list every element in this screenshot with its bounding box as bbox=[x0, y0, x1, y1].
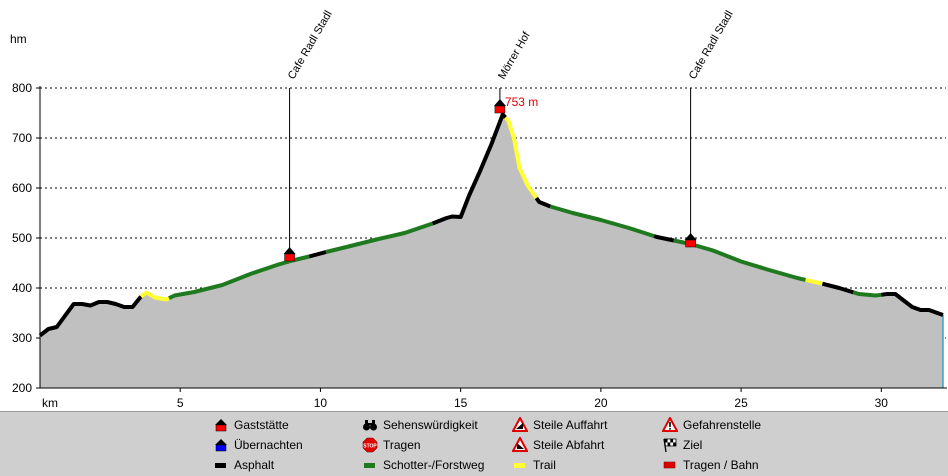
y-tick-label: 200 bbox=[12, 381, 32, 395]
steep-up-icon bbox=[512, 417, 528, 432]
peak-elevation-label: 753 m bbox=[505, 95, 538, 109]
x-tick-label: 15 bbox=[454, 396, 468, 410]
surface-segment-asphalt bbox=[38, 295, 143, 338]
poi-roof-icon bbox=[493, 99, 506, 106]
surface-segment-asphalt bbox=[821, 281, 854, 295]
surface-segment-asphalt bbox=[308, 250, 327, 259]
surface-segment-trail bbox=[504, 116, 539, 200]
legend-item: Steile Auffahrt bbox=[512, 417, 608, 433]
y-tick-labels: 200 300 400 500 600 700 800 bbox=[12, 81, 32, 395]
legend-label: Steile Abfahrt bbox=[533, 438, 605, 452]
surface-segment-asphalt bbox=[534, 196, 552, 209]
poi-label: Mörrer Hof bbox=[496, 29, 533, 81]
poi-roof-icon bbox=[684, 233, 697, 240]
legend-item: Tragen / Bahn bbox=[662, 457, 759, 473]
x-tick-label: 30 bbox=[875, 396, 889, 410]
surface-segment-asphalt bbox=[653, 234, 675, 243]
y-tick-label: 300 bbox=[12, 331, 32, 345]
legend: Gaststätte Übernachten Asphalt Sehenswürdig… bbox=[0, 411, 948, 476]
uebernachten-icon bbox=[215, 439, 227, 452]
x-tick-label: 25 bbox=[734, 396, 748, 410]
gasthaus-icon bbox=[284, 253, 295, 262]
y-tick-label: 700 bbox=[12, 131, 32, 145]
poi-label: Cafe Radl Stadl bbox=[687, 9, 736, 82]
x-tick-label: 10 bbox=[314, 396, 328, 410]
legend-item: Ziel bbox=[662, 437, 702, 453]
legend-label: Trail bbox=[533, 458, 556, 472]
gravel-swatch-icon bbox=[364, 463, 375, 468]
legend-item: Schotter-/Forstweg bbox=[362, 457, 484, 473]
legend-label: Übernachten bbox=[234, 438, 303, 452]
carry-train-swatch-icon bbox=[663, 461, 676, 469]
surface-segment-trail bbox=[805, 277, 823, 286]
elevation-fill bbox=[40, 114, 943, 388]
poi-label: Cafe Radl Stadl bbox=[286, 9, 335, 82]
legend-item: STOP Tragen bbox=[362, 437, 421, 453]
legend-label: Tragen bbox=[383, 438, 421, 452]
legend-label: Gaststätte bbox=[234, 418, 289, 432]
axes bbox=[36, 86, 947, 392]
legend-label: Ziel bbox=[683, 438, 703, 452]
surface-segments bbox=[38, 112, 944, 338]
surface-segment-asphalt bbox=[881, 292, 944, 317]
legend-item: Sehenswürdigkeit bbox=[362, 417, 478, 433]
legend-item: Asphalt bbox=[213, 457, 274, 473]
x-axis-unit-label: km bbox=[42, 396, 58, 410]
gasthaus-icon bbox=[685, 239, 696, 248]
legend-label: Sehenswürdigkeit bbox=[383, 418, 478, 432]
x-tick-label: 5 bbox=[177, 396, 184, 410]
poi-roof-icon bbox=[283, 247, 296, 254]
legend-label: Tragen / Bahn bbox=[683, 458, 759, 472]
danger-icon bbox=[662, 417, 678, 432]
legend-label: Gefahrenstelle bbox=[683, 418, 762, 432]
y-tick-label: 400 bbox=[12, 281, 32, 295]
x-tick-labels: 5 10 15 20 25 30 bbox=[177, 396, 888, 410]
legend-item: Gaststätte bbox=[213, 417, 289, 433]
legend-item: Gefahrenstelle bbox=[662, 417, 761, 433]
legend-item: Steile Abfahrt bbox=[512, 437, 604, 453]
binoculars-icon bbox=[363, 420, 377, 431]
legend-label: Asphalt bbox=[234, 458, 275, 472]
y-tick-label: 500 bbox=[12, 231, 32, 245]
surface-segment-gravel bbox=[549, 204, 655, 239]
surface-segment-asphalt bbox=[431, 112, 507, 226]
trail-swatch-icon bbox=[514, 463, 525, 468]
x-tick-label: 20 bbox=[594, 396, 608, 410]
svg-text:STOP: STOP bbox=[363, 444, 377, 450]
surface-segment-trail bbox=[139, 290, 170, 302]
stop-icon: STOP bbox=[362, 437, 377, 453]
legend-item: Trail bbox=[512, 457, 556, 473]
y-axis-unit-label: hm bbox=[10, 32, 27, 46]
y-tick-label: 600 bbox=[12, 181, 32, 195]
legend-label: Steile Auffahrt bbox=[533, 418, 608, 432]
steep-down-icon bbox=[512, 437, 528, 452]
legend-label: Schotter-/Forstweg bbox=[383, 458, 485, 472]
y-tick-label: 800 bbox=[12, 81, 32, 95]
gasthaus-icon bbox=[215, 419, 227, 432]
gasthaus-icon bbox=[494, 105, 506, 114]
finish-flag-icon bbox=[663, 438, 677, 453]
elevation-area bbox=[40, 114, 944, 388]
legend-item: Übernachten bbox=[213, 437, 303, 453]
surface-segment-gravel bbox=[325, 221, 434, 254]
surface-segment-gravel bbox=[852, 290, 882, 298]
asphalt-swatch-icon bbox=[215, 463, 226, 468]
